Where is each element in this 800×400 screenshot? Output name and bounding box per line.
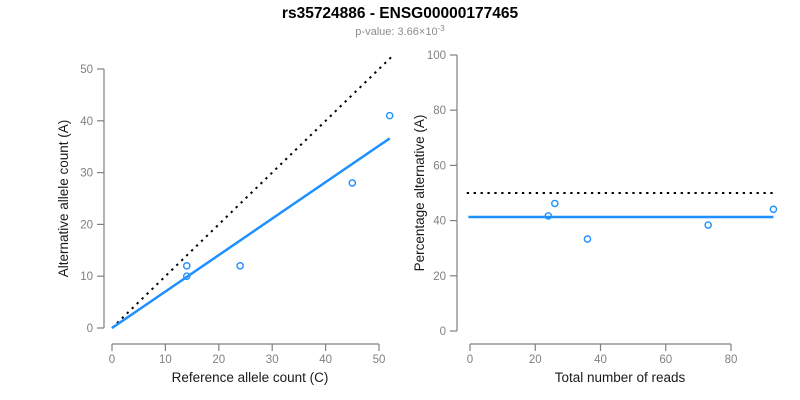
y-tick-label: 20 bbox=[80, 219, 93, 231]
y-axis-title: Alternative allele count (A) bbox=[56, 120, 71, 278]
x-tick-label: 40 bbox=[319, 354, 332, 366]
data-point bbox=[182, 272, 191, 281]
x-tick-label: 60 bbox=[659, 354, 672, 366]
x-tick-label: 40 bbox=[594, 354, 607, 366]
y-axis-title: Percentage alternative (A) bbox=[412, 115, 427, 272]
x-tick-label: 30 bbox=[266, 354, 279, 366]
pvalue-exponent: -3 bbox=[437, 24, 445, 33]
y-tick-label: 20 bbox=[433, 271, 446, 283]
y-axis: 0 20 40 60 80 100 bbox=[427, 50, 458, 338]
x-tick-label: 80 bbox=[725, 354, 738, 366]
x-axis-title: Total number of reads bbox=[555, 370, 686, 385]
y-tick-label: 60 bbox=[433, 160, 446, 172]
y-tick-label: 0 bbox=[440, 326, 446, 338]
x-axis: 0 20 40 60 80 bbox=[467, 343, 738, 366]
identity-line bbox=[111, 54, 394, 329]
x-axis: 0 10 20 30 40 50 bbox=[109, 343, 386, 366]
data-points bbox=[544, 199, 778, 243]
y-tick-label: 80 bbox=[433, 105, 446, 117]
y-tick-label: 10 bbox=[80, 271, 93, 283]
y-axis: 0 10 20 30 40 50 bbox=[80, 64, 105, 335]
x-tick-label: 10 bbox=[159, 354, 172, 366]
y-tick-label: 0 bbox=[87, 323, 93, 335]
data-point bbox=[583, 235, 592, 243]
allele-counts-panel: 0 10 20 30 40 50 0 10 20 30 40 50 Reference allele c… bbox=[56, 54, 394, 385]
y-tick-label: 100 bbox=[427, 50, 446, 62]
x-tick-label: 0 bbox=[109, 354, 115, 366]
data-point bbox=[182, 262, 191, 270]
x-axis-title: Reference allele count (C) bbox=[172, 370, 329, 385]
pvalue-text: p-value: 3.66×10 bbox=[355, 26, 438, 38]
data-point bbox=[769, 205, 778, 214]
x-tick-label: 0 bbox=[467, 354, 473, 366]
x-tick-label: 20 bbox=[529, 354, 542, 366]
page-title: rs35724886 - ENSG00000177465 bbox=[281, 5, 519, 22]
data-point bbox=[704, 221, 712, 229]
data-point bbox=[236, 262, 244, 270]
y-tick-label: 40 bbox=[80, 116, 93, 128]
x-tick-label: 20 bbox=[212, 354, 225, 366]
data-points bbox=[182, 111, 394, 281]
page-subtitle: p-value: 3.66×10-3 bbox=[0, 24, 800, 38]
percentage-panel: 0 20 40 60 80 100 0 20 40 60 80 Total number of rea… bbox=[412, 50, 778, 385]
data-point bbox=[544, 212, 553, 220]
data-point bbox=[385, 111, 394, 120]
fit-line bbox=[111, 137, 391, 330]
y-tick-label: 50 bbox=[80, 64, 93, 76]
data-point bbox=[551, 199, 559, 208]
x-tick-label: 50 bbox=[373, 354, 386, 366]
data-point bbox=[348, 179, 357, 187]
y-tick-label: 40 bbox=[433, 216, 446, 228]
y-tick-label: 30 bbox=[80, 168, 93, 180]
